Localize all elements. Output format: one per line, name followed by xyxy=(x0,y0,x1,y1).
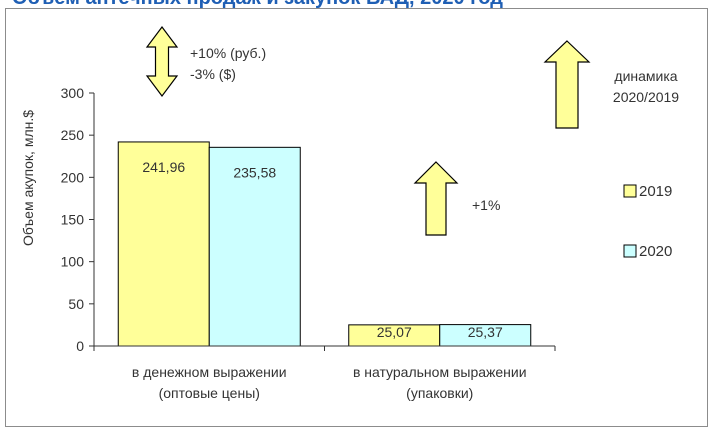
legend-label-2019: 2019 xyxy=(639,183,672,200)
y-tick-label: 50 xyxy=(68,296,84,312)
x-category-label: (оптовые цены) xyxy=(159,385,260,401)
x-axis: в денежном выражении (оптовые цены) в нату… xyxy=(93,345,556,401)
page-title: Объем аптечных продаж и закупок БАД, 202… xyxy=(12,0,503,8)
y-tick-label: 200 xyxy=(61,169,85,185)
y-tick-label: 100 xyxy=(61,254,85,270)
dynamics-note: динамика xyxy=(614,68,677,84)
legend-label-2020: 2020 xyxy=(639,243,672,260)
x-category-label: (упаковки) xyxy=(406,385,473,401)
x-category-label: в натуральном выражении xyxy=(353,364,527,380)
bar-2019-1 xyxy=(117,141,210,347)
title-strip: Объем аптечных продаж и закупок БАД, 202… xyxy=(0,0,718,8)
monetary-change-note: +10% (руб.) xyxy=(190,45,266,61)
double-arrow-icon xyxy=(145,26,179,97)
y-tick-label: 250 xyxy=(61,127,85,143)
dynamics-note: 2020/2019 xyxy=(613,89,679,105)
up-arrow-icon xyxy=(543,40,591,129)
data-label: 241,96 xyxy=(142,159,185,175)
y-axis-title: Объем акупок, млн.$ xyxy=(20,110,36,246)
legend-swatch-2019 xyxy=(623,184,637,198)
bars: 241,96 25,07 235,58 25,37 xyxy=(117,141,532,347)
legend-swatch-2020 xyxy=(623,244,637,258)
y-axis: 0 50 100 150 200 250 300 xyxy=(61,85,95,354)
data-label: 25,37 xyxy=(468,324,503,340)
y-tick-label: 150 xyxy=(61,212,85,228)
data-label: 25,07 xyxy=(377,324,412,340)
y-tick-label: 0 xyxy=(76,338,84,354)
bar-2020-1 xyxy=(208,146,301,347)
natural-change-note: +1% xyxy=(472,197,500,213)
monetary-change-note: -3% ($) xyxy=(190,66,236,82)
data-label: 235,58 xyxy=(233,164,276,180)
up-arrow-icon xyxy=(413,161,459,236)
x-category-label: в денежном выражении xyxy=(132,364,287,380)
y-tick-label: 300 xyxy=(61,85,85,101)
legend: 2019 2020 xyxy=(623,183,672,260)
annotations: +10% (руб.) -3% ($) +1% динамика 2020/2019 xyxy=(145,26,679,236)
